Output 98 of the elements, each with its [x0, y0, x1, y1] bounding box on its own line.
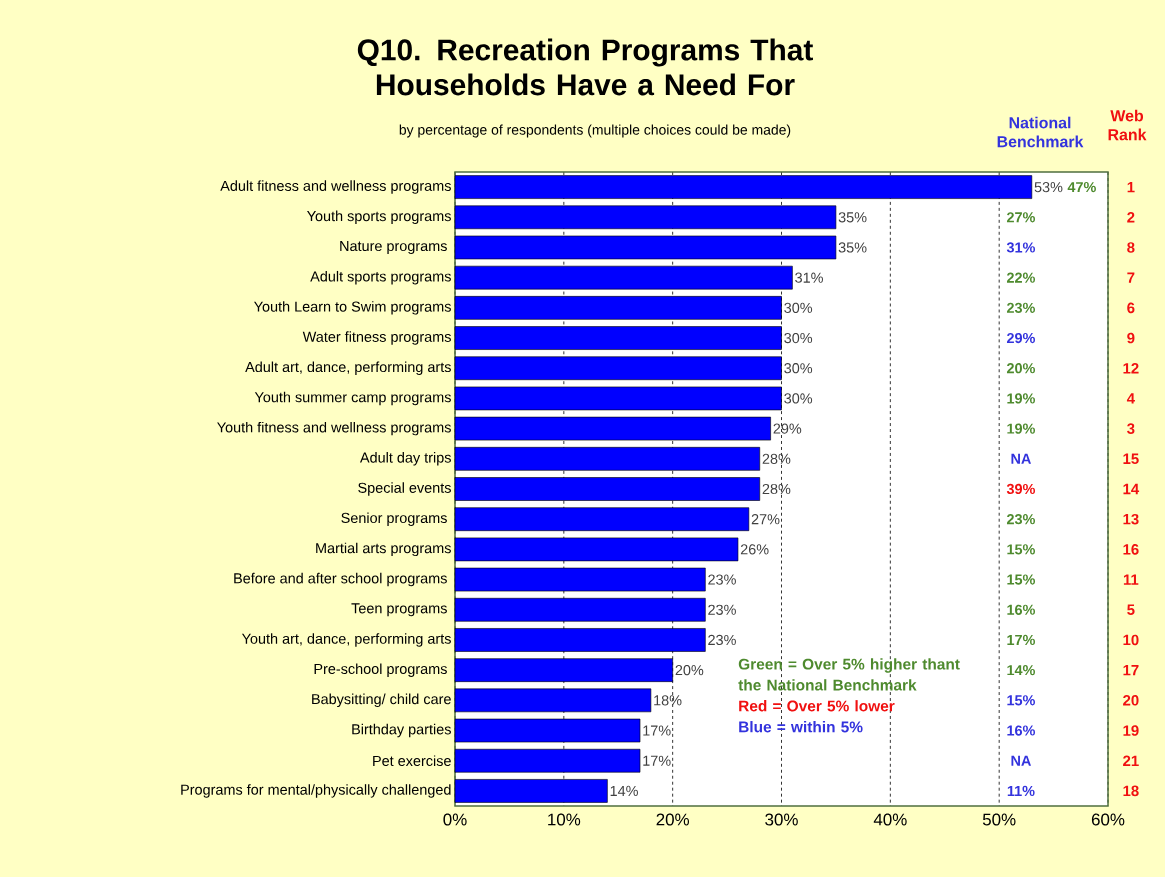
- data-label: 35%: [838, 212, 867, 223]
- annotation: 16%: [1007, 725, 1036, 736]
- text: 16: [1123, 544, 1139, 555]
- annotation: 17%: [1007, 634, 1036, 646]
- text: 15: [1123, 453, 1139, 465]
- annotation: 39%: [1006, 483, 1036, 495]
- x-tick-label: 30%: [765, 813, 798, 826]
- text: 11: [1123, 574, 1139, 585]
- data-label: 28%: [762, 483, 791, 495]
- annotation: 23%: [1006, 302, 1036, 313]
- data-label: 28%: [762, 453, 791, 464]
- annotation: 15%: [1007, 574, 1036, 585]
- data-label: 23%: [708, 604, 736, 615]
- annotation: 27%: [1006, 212, 1036, 223]
- text: 13: [1123, 513, 1139, 525]
- data-label: 23%: [708, 634, 736, 646]
- x-tick-label: 10%: [548, 813, 581, 826]
- text: 8: [1127, 242, 1135, 253]
- y-tick-label: Nature programs: [340, 241, 447, 254]
- annotation: 16%: [1007, 604, 1036, 615]
- chart-subtitle: by percentage of respondents (multiple choices could be made): [399, 124, 791, 138]
- data-label: 20%: [675, 665, 704, 676]
- y-tick-label: Before and after school programs: [234, 572, 447, 587]
- y-tick-label: Babysitting/ child care: [312, 693, 451, 708]
- text: National Benchmark: [997, 116, 1084, 148]
- x-tick-label: 40%: [873, 813, 907, 826]
- y-tick-label: Martial arts programs: [316, 542, 451, 557]
- y-tick-label: Teen programs: [351, 603, 447, 617]
- annotation: 29%: [1006, 332, 1036, 344]
- y-tick-label: Youth sports programs: [306, 210, 451, 225]
- annotation: Blue = within 5%: [739, 721, 863, 733]
- x-tick-label: 0%: [443, 813, 467, 826]
- text: 14: [1123, 483, 1140, 495]
- annotation: 22%: [1006, 272, 1036, 283]
- x-tick-label: 20%: [656, 813, 690, 826]
- data-label: 23%: [708, 574, 736, 585]
- y-tick-label: Water fitness programs: [302, 331, 451, 345]
- data-label: 27%: [751, 514, 780, 525]
- annotation: NA: [1011, 453, 1031, 464]
- text: 21: [1123, 755, 1139, 766]
- text: 19: [1123, 725, 1139, 736]
- data-label: 53%: [1034, 181, 1063, 193]
- text: 10: [1123, 634, 1139, 646]
- data-label: 17%: [643, 725, 671, 736]
- data-label: 30%: [784, 393, 813, 404]
- text: 12: [1123, 363, 1139, 374]
- text: 5: [1127, 604, 1135, 615]
- y-tick-label: Pet exercise: [373, 755, 451, 767]
- annotation: 11%: [1007, 785, 1035, 796]
- text: 4: [1126, 393, 1135, 404]
- y-tick-label: Adult day trips: [359, 452, 451, 466]
- text: 18: [1123, 785, 1139, 797]
- y-tick-label: Youth Learn to Swim programs: [254, 301, 451, 315]
- annotation: 31%: [1006, 242, 1036, 253]
- text: 2: [1127, 212, 1135, 223]
- data-label: 14%: [610, 785, 638, 796]
- annotation: Red = Over 5% lower: [739, 700, 895, 712]
- y-tick-label: Birthday parties: [352, 723, 451, 738]
- data-label: 17%: [643, 755, 671, 766]
- annotation: 23%: [1006, 514, 1036, 525]
- annotation: 19%: [1007, 423, 1036, 434]
- annotation: Green = Over 5% higher thant the National Benchmark: [738, 658, 960, 691]
- text: Web Rank: [1108, 109, 1147, 141]
- data-label: 35%: [838, 242, 867, 253]
- y-tick-label: Programs for mental/physically challenged: [181, 784, 451, 798]
- x-tick-label: 60%: [1091, 813, 1125, 826]
- y-tick-label: Special events: [358, 482, 451, 496]
- text: 17: [1123, 665, 1139, 676]
- chart-title: Q10. Recreation Programs That Households Have a Need For: [357, 38, 813, 96]
- data-label: 31%: [795, 272, 823, 283]
- y-tick-label: Youth art, dance, performing arts: [241, 633, 451, 647]
- data-label: 30%: [784, 363, 813, 374]
- annotation: NA: [1011, 755, 1031, 766]
- y-tick-label: Senior programs: [341, 512, 447, 526]
- annotation: 20%: [1006, 363, 1036, 374]
- text: 1: [1127, 181, 1135, 193]
- data-label: 29%: [773, 423, 802, 434]
- y-tick-label: Adult fitness and wellness programs: [220, 180, 451, 194]
- data-label: 18%: [654, 695, 682, 706]
- text: 6: [1127, 302, 1135, 314]
- y-tick-label: Youth summer camp programs: [254, 391, 451, 406]
- y-tick-label: Adult sports programs: [310, 270, 451, 285]
- text: 9: [1127, 332, 1135, 344]
- y-tick-label: Youth fitness and wellness programs: [217, 421, 451, 436]
- text: 20: [1123, 695, 1139, 706]
- y-tick-label: Adult art, dance, performing arts: [245, 361, 451, 375]
- data-label: 30%: [784, 332, 813, 344]
- text: 3: [1127, 423, 1135, 434]
- annotation: 15%: [1007, 544, 1036, 555]
- data-label: 30%: [784, 302, 813, 313]
- y-tick-label: Pre-school programs: [314, 663, 447, 677]
- data-label: 26%: [740, 544, 769, 555]
- x-tick-label: 50%: [982, 813, 1016, 826]
- annotation: 47%: [1067, 182, 1096, 193]
- text: 7: [1127, 272, 1135, 283]
- annotation: 19%: [1007, 393, 1036, 404]
- annotation: 14%: [1007, 665, 1036, 676]
- annotation: 15%: [1007, 695, 1036, 706]
